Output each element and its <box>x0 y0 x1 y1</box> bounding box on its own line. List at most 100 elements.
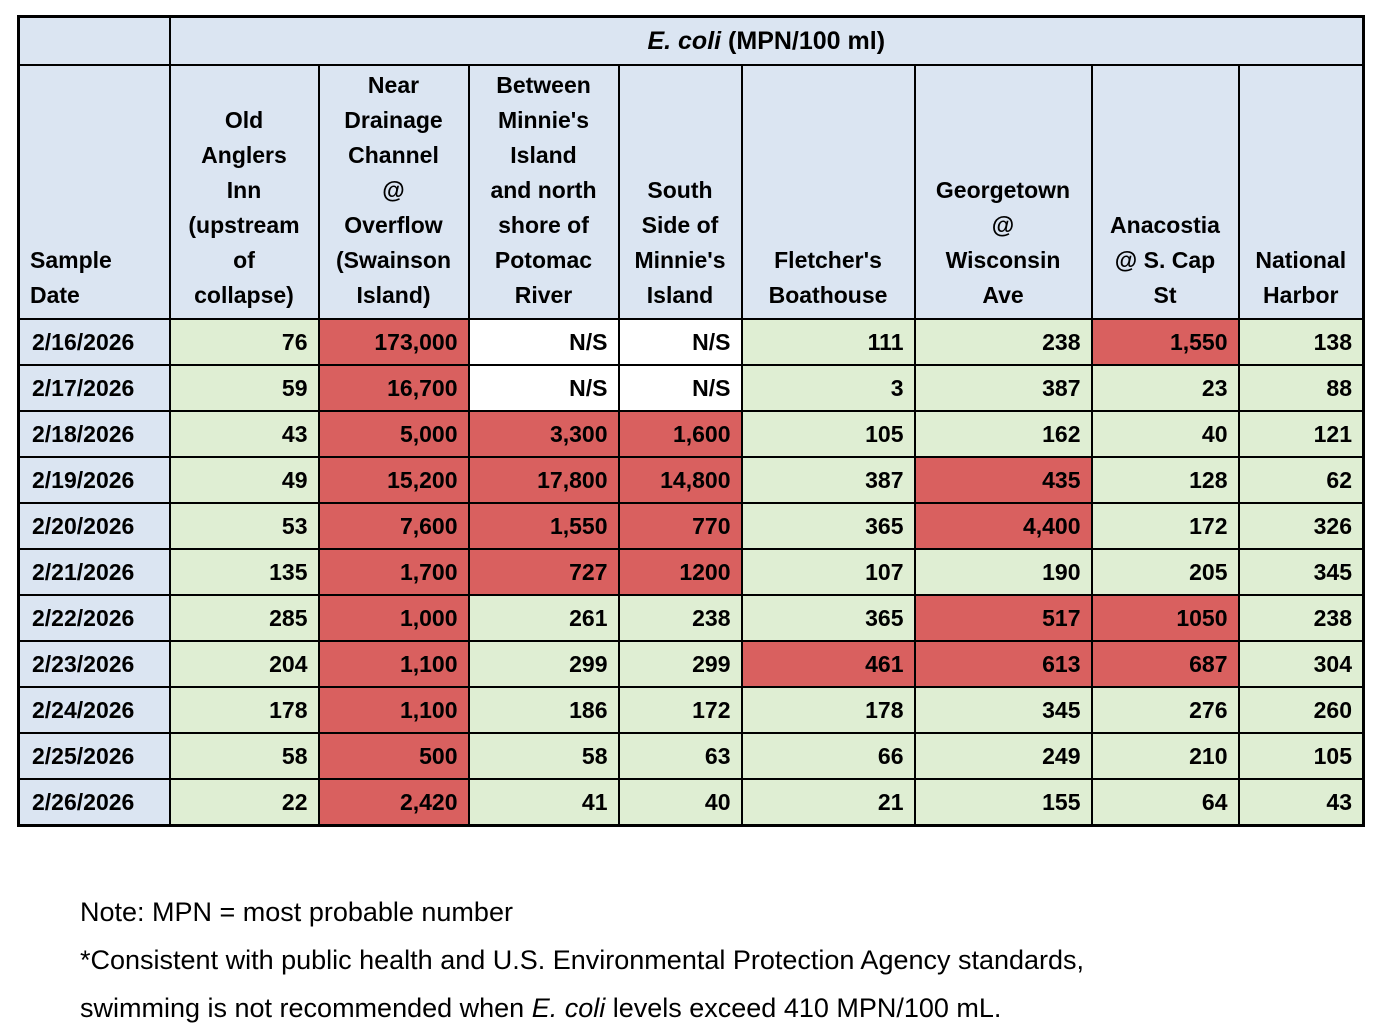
table-row: 2/18/2026 43 5,000 3,300 1,600 105 162 40 121 <box>17 410 1365 458</box>
table-body: 2/16/2026 76 173,000 N/S N/S 111 238 1,550 138 2/… <box>17 318 1365 827</box>
table-row: 2/20/2026 53 7,600 1,550 770 365 4,400 172 326 <box>17 502 1365 550</box>
value-cell: 178 <box>168 686 320 734</box>
value-cell: 1,550 <box>467 502 620 550</box>
value-cell: 107 <box>740 548 916 596</box>
value-cell: 135 <box>168 548 320 596</box>
value-cell: 1,700 <box>317 548 470 596</box>
value-cell: 204 <box>168 640 320 688</box>
table-row: 2/26/2026 22 2,420 41 40 21 155 64 43 <box>17 778 1365 827</box>
sample-date-cell: 2/25/2026 <box>17 732 171 780</box>
note-line-1: Note: MPN = most probable number <box>80 897 513 927</box>
value-cell: 178 <box>740 686 916 734</box>
column-header-site-5: Fletcher's Boathouse <box>740 64 916 320</box>
value-cell: 40 <box>617 778 743 827</box>
table-row: 2/23/2026 204 1,100 299 299 461 613 687 304 <box>17 640 1365 688</box>
table-title-italic: E. coli <box>647 26 722 55</box>
value-cell: 299 <box>617 640 743 688</box>
value-cell: 345 <box>913 686 1093 734</box>
value-cell: 687 <box>1090 640 1240 688</box>
value-cell: 88 <box>1237 364 1365 412</box>
value-cell: 249 <box>913 732 1093 780</box>
value-cell: 517 <box>913 594 1093 642</box>
value-cell: 727 <box>467 548 620 596</box>
sample-date-cell: 2/23/2026 <box>17 640 171 688</box>
notes: Note: MPN = most probable number *Consis… <box>80 888 1084 1030</box>
table-row: 2/19/2026 49 15,200 17,800 14,800 387 435 128 62 <box>17 456 1365 504</box>
value-cell: 238 <box>1237 594 1365 642</box>
value-cell: 76 <box>168 318 320 366</box>
value-cell: 190 <box>913 548 1093 596</box>
column-header-sample-date: Sample Date <box>17 64 171 320</box>
value-cell: 41 <box>467 778 620 827</box>
value-cell: 14,800 <box>617 456 743 504</box>
value-cell: 58 <box>467 732 620 780</box>
value-cell: 387 <box>913 364 1093 412</box>
value-cell: 172 <box>1090 502 1240 550</box>
header-row: Sample Date Old Anglers Inn (upstream of … <box>17 64 1365 320</box>
value-cell: 63 <box>617 732 743 780</box>
note-line-3-italic: E. coli <box>531 993 606 1023</box>
sample-date-cell: 2/26/2026 <box>17 778 171 827</box>
value-cell: 186 <box>467 686 620 734</box>
value-cell: 1,000 <box>317 594 470 642</box>
value-cell: 387 <box>740 456 916 504</box>
value-cell: 121 <box>1237 410 1365 458</box>
note-line-2: *Consistent with public health and U.S. … <box>80 945 1085 975</box>
value-cell: 261 <box>467 594 620 642</box>
value-cell: 23 <box>1090 364 1240 412</box>
table-row: 2/21/2026 135 1,700 727 1200 107 190 205 345 <box>17 548 1365 596</box>
column-header-site-7: Anacostia @ S. Cap St <box>1090 64 1240 320</box>
value-cell: 22 <box>168 778 320 827</box>
value-cell: 62 <box>1237 456 1365 504</box>
value-cell: 105 <box>1237 732 1365 780</box>
ecoli-table: E. coli (MPN/100 ml) Sample Date Old Angl… <box>17 15 1365 827</box>
value-cell: 613 <box>913 640 1093 688</box>
value-cell: N/S <box>617 318 743 366</box>
value-cell: 105 <box>740 410 916 458</box>
value-cell: 238 <box>913 318 1093 366</box>
value-cell: 345 <box>1237 548 1365 596</box>
sample-date-cell: 2/18/2026 <box>17 410 171 458</box>
value-cell: 770 <box>617 502 743 550</box>
value-cell: 500 <box>317 732 470 780</box>
value-cell: 172 <box>617 686 743 734</box>
value-cell: 326 <box>1237 502 1365 550</box>
value-cell: 1050 <box>1090 594 1240 642</box>
table-row: 2/17/2026 59 16,700 N/S N/S 3 387 23 88 <box>17 364 1365 412</box>
note-line-3: swimming is not recommended when E. coli… <box>80 984 1084 1030</box>
sample-date-cell: 2/20/2026 <box>17 502 171 550</box>
table-row: 2/22/2026 285 1,000 261 238 365 517 1050 238 <box>17 594 1365 642</box>
value-cell: 1200 <box>617 548 743 596</box>
note-line-3-post: levels exceed 410 MPN/100 mL. <box>605 993 1002 1023</box>
value-cell: 1,550 <box>1090 318 1240 366</box>
value-cell: N/S <box>617 364 743 412</box>
table-row: 2/24/2026 178 1,100 186 172 178 345 276 260 <box>17 686 1365 734</box>
value-cell: 365 <box>740 502 916 550</box>
note-line-3-pre: swimming is not recommended when <box>80 993 532 1023</box>
table-row: 2/16/2026 76 173,000 N/S N/S 111 238 1,550 138 <box>17 318 1365 366</box>
value-cell: 43 <box>168 410 320 458</box>
value-cell: 2,420 <box>317 778 470 827</box>
value-cell: 66 <box>740 732 916 780</box>
sample-date-cell: 2/16/2026 <box>17 318 171 366</box>
value-cell: 461 <box>740 640 916 688</box>
value-cell: 4,400 <box>913 502 1093 550</box>
column-header-site-8: National Harbor <box>1237 64 1365 320</box>
value-cell: 210 <box>1090 732 1240 780</box>
value-cell: 1,600 <box>617 410 743 458</box>
value-cell: 285 <box>168 594 320 642</box>
value-cell: 64 <box>1090 778 1240 827</box>
value-cell: 155 <box>913 778 1093 827</box>
value-cell: 59 <box>168 364 320 412</box>
corner-cell <box>17 15 171 66</box>
column-header-site-2: Near Drainage Channel @ Overflow (Swains… <box>317 64 470 320</box>
table-title-rest: (MPN/100 ml) <box>721 26 886 55</box>
value-cell: N/S <box>467 364 620 412</box>
value-cell: 238 <box>617 594 743 642</box>
value-cell: 17,800 <box>467 456 620 504</box>
column-header-site-6: Georgetown @ Wisconsin Ave <box>913 64 1093 320</box>
value-cell: 3 <box>740 364 916 412</box>
column-header-site-3: Between Minnie's Island and north shore … <box>467 64 620 320</box>
value-cell: 58 <box>168 732 320 780</box>
value-cell: 1,100 <box>317 686 470 734</box>
